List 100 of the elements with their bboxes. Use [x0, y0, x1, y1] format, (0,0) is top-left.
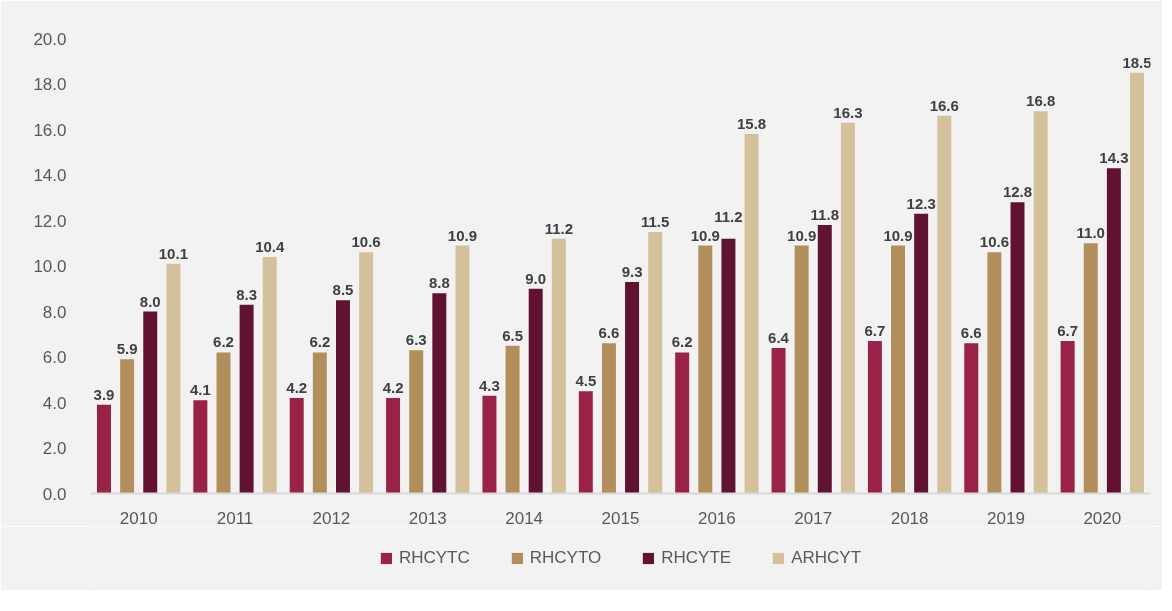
bar: [1083, 243, 1098, 494]
data-label: 10.9: [447, 226, 478, 244]
x-tick-label: 2012: [312, 508, 351, 528]
data-label: 8.8: [428, 274, 450, 292]
bar: [891, 245, 906, 494]
data-label: 10.4: [255, 237, 285, 255]
legend-label: ARHCYT: [791, 548, 862, 568]
bar: [216, 352, 231, 494]
bar: [817, 225, 832, 494]
legend-label: RHCYTC: [398, 548, 470, 568]
data-label: 6.7: [864, 322, 886, 340]
bar: [914, 213, 929, 494]
bar: [432, 293, 447, 494]
data-label: 5.9: [116, 340, 138, 358]
bar: [97, 404, 111, 494]
x-tick-label: 2013: [408, 508, 447, 528]
data-label: 10.9: [787, 226, 817, 244]
bar: [1060, 341, 1075, 494]
bar: [840, 122, 855, 494]
data-label: 11.0: [1076, 224, 1105, 242]
data-label: 10.6: [979, 233, 1009, 251]
bar: [937, 115, 952, 494]
data-label: 4.2: [286, 378, 308, 396]
data-label: 6.2: [671, 333, 693, 351]
data-label: 15.8: [736, 115, 767, 133]
bar: [239, 304, 254, 494]
x-tick-label: 2017: [794, 508, 833, 528]
y-tick-label: 18.0: [33, 75, 67, 94]
data-label: 14.3: [1099, 149, 1129, 167]
y-tick-label: 10.0: [33, 257, 67, 276]
data-label: 6.5: [502, 326, 524, 344]
data-label: 6.3: [405, 331, 427, 349]
bar: [771, 347, 786, 494]
data-label: 16.8: [1026, 92, 1056, 110]
data-label: 4.5: [575, 372, 597, 390]
bar: [143, 311, 158, 494]
data-label: 4.1: [189, 381, 211, 399]
x-tick-label: 2020: [1083, 508, 1122, 528]
bar: [1130, 72, 1144, 494]
x-tick-label: 2019: [987, 508, 1025, 528]
bar: [698, 245, 713, 494]
data-label: 6.7: [1057, 322, 1079, 340]
bar: [551, 238, 566, 494]
data-label: 11.5: [641, 212, 670, 230]
data-label: 6.6: [960, 324, 982, 342]
bar: [262, 256, 277, 494]
bar: [120, 359, 135, 494]
bar: [1106, 168, 1121, 494]
y-tick-label: 14.0: [33, 166, 67, 185]
bar: [601, 343, 616, 494]
legend-label: RHCYTO: [529, 548, 602, 568]
bar: [675, 352, 690, 494]
bar: [166, 263, 181, 494]
x-tick-label: 2016: [697, 508, 736, 528]
bar: [964, 343, 979, 494]
x-tick-label: 2014: [505, 508, 544, 528]
data-label: 4.3: [479, 376, 500, 394]
data-label: 18.5: [1122, 53, 1152, 71]
bar: [359, 252, 374, 494]
bar: [482, 395, 497, 494]
data-label: 16.3: [833, 103, 863, 121]
x-tick-label: 2018: [890, 508, 929, 528]
data-label: 10.9: [883, 226, 913, 244]
y-tick-label: 2.0: [42, 439, 67, 458]
bar: [289, 397, 304, 494]
bar: [386, 397, 401, 494]
y-tick-label: 0.0: [42, 484, 67, 504]
bar: [578, 391, 593, 494]
data-label: 16.6: [929, 96, 959, 114]
data-label: 10.6: [351, 233, 381, 251]
data-label: 9.3: [621, 262, 643, 280]
data-label: 11.2: [544, 219, 574, 237]
x-tick-label: 2010: [119, 508, 158, 528]
x-tick-label: 2015: [601, 508, 640, 528]
data-label: 11.2: [714, 207, 743, 225]
data-label: 9.0: [525, 269, 547, 287]
data-label: 4.2: [382, 378, 404, 396]
data-label: 10.1: [158, 244, 188, 262]
bar: [409, 350, 424, 494]
x-tick-label: 2011: [216, 508, 254, 528]
data-label: 3.9: [93, 385, 115, 403]
data-label: 11.8: [810, 206, 839, 224]
bar: [744, 134, 759, 494]
bar: [1033, 111, 1048, 494]
bar: [648, 231, 663, 494]
data-label: 6.6: [598, 324, 620, 342]
y-tick-label: 4.0: [42, 393, 67, 413]
bar: [721, 238, 736, 494]
y-tick-label: 6.0: [42, 348, 67, 367]
data-label: 8.0: [139, 292, 161, 310]
data-label: 12.3: [906, 194, 936, 212]
bar: [528, 288, 543, 494]
data-label: 8.3: [236, 285, 258, 303]
bar: [1010, 202, 1025, 494]
bar: [193, 400, 208, 494]
bar: [312, 352, 327, 494]
bar: [794, 245, 809, 494]
y-tick-label: 8.0: [42, 302, 67, 322]
bar: [987, 252, 1002, 494]
bar: [625, 281, 640, 494]
